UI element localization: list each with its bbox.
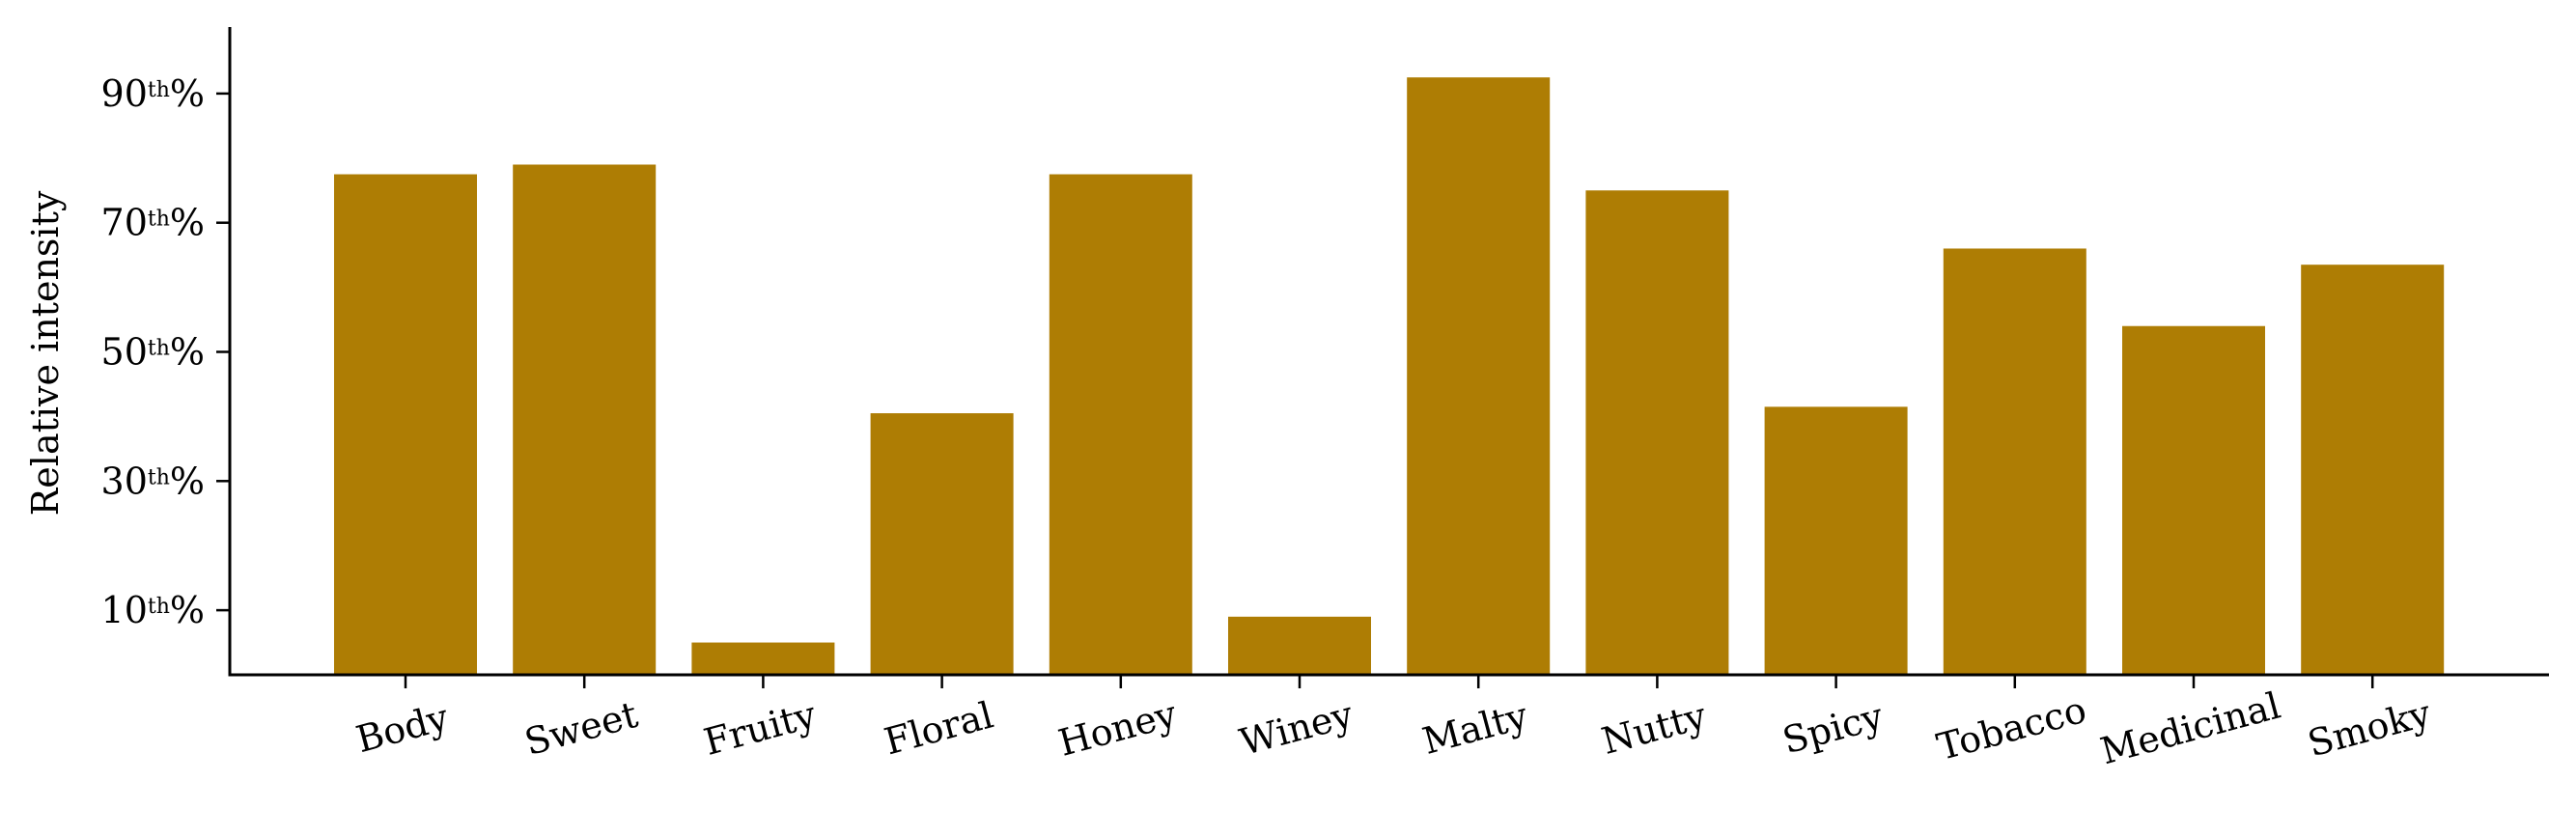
bars-group	[334, 77, 2445, 676]
bar-honey	[1049, 174, 1192, 675]
bar-sweet	[513, 164, 657, 676]
bar-spicy	[1764, 406, 1908, 675]
x-ticks-group: Body Sweet Fruity Floral Honey Winey Malty Nutt…	[351, 675, 2436, 773]
bar-fruity	[691, 642, 835, 675]
x-tick-label: Fruity	[699, 693, 821, 764]
y-tick-label: 30th%	[101, 460, 205, 502]
x-tick-label: Medicinal	[2096, 684, 2284, 773]
y-tick-label: 10th%	[101, 589, 205, 631]
x-tick-label: Body	[351, 696, 453, 762]
bar-floral	[870, 413, 1014, 675]
bar-tobacco	[1943, 248, 2086, 675]
bar-body	[334, 174, 477, 675]
y-tick-label: 50th%	[101, 331, 205, 374]
x-tick-label: Nutty	[1597, 694, 1711, 763]
x-tick-label: Floral	[880, 693, 997, 763]
bar-smoky	[2301, 265, 2445, 675]
x-tick-label: Honey	[1054, 692, 1182, 765]
x-tick-label: Sweet	[520, 693, 642, 764]
y-tick-label: 70th%	[101, 202, 205, 244]
bar-nutty	[1585, 190, 1729, 675]
x-tick-label: Malty	[1418, 694, 1533, 763]
x-tick-label: Spicy	[1778, 694, 1889, 762]
y-tick-label: 90th%	[101, 72, 205, 115]
x-tick-label: Smoky	[2304, 691, 2436, 765]
x-tick-label: Winey	[1235, 693, 1358, 764]
y-ticks-group: 10th% 30th% 50th% 70th% 90th%	[101, 72, 230, 631]
bar-malty	[1407, 77, 1551, 676]
bar-winey	[1228, 616, 1371, 675]
y-axis-title: Relative intensity	[24, 190, 67, 516]
bar-medicinal	[2122, 325, 2265, 675]
x-tick-label: Tobacco	[1933, 688, 2091, 768]
